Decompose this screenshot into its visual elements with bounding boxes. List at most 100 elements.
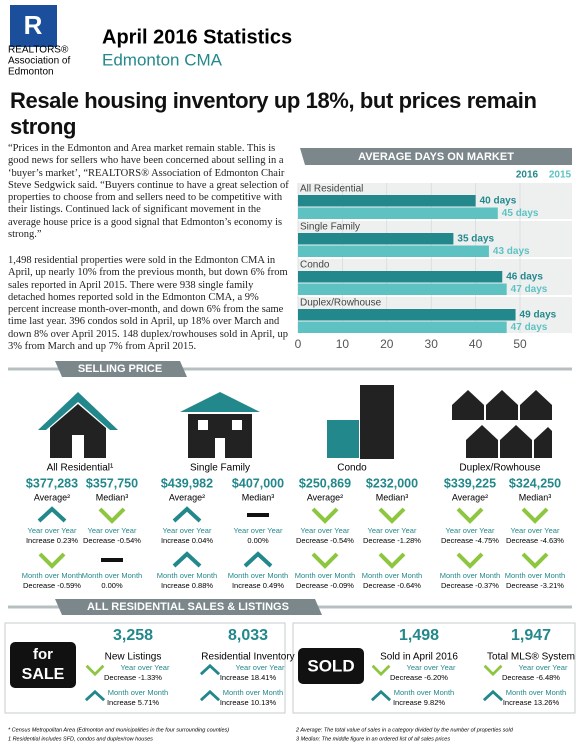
change-label: Month over Month <box>505 571 565 580</box>
change-label: Month over Month <box>223 688 283 697</box>
price-label: Median³ <box>96 492 129 502</box>
down-icon <box>521 552 549 569</box>
stat-label: New Listings <box>105 652 162 663</box>
up-icon <box>37 506 67 523</box>
change-label: Year over Year <box>236 663 285 672</box>
category-label: Single Family <box>300 222 360 233</box>
value-label: 47 days <box>511 322 548 333</box>
up-icon <box>199 689 221 702</box>
change: Decrease -0.37% <box>441 581 499 590</box>
headline: Resale housing inventory up 18%, but pri… <box>10 88 537 139</box>
up-icon <box>172 506 202 523</box>
change: Decrease -1.28% <box>363 536 421 545</box>
subtitle: Edmonton CMA <box>102 50 223 69</box>
banner <box>300 148 572 165</box>
house-icon <box>38 392 118 458</box>
down-icon <box>483 664 503 677</box>
footnote: * Census Metropolitan Area (Edmonton and… <box>8 727 229 733</box>
down-icon <box>371 664 391 677</box>
chart-title: AVERAGE DAYS ON MARKET <box>358 151 514 163</box>
change-label: Year over Year <box>301 526 350 535</box>
change-label: Year over Year <box>407 663 456 672</box>
change: Decrease -0.09% <box>296 581 354 590</box>
change-label: Month over Month <box>295 571 355 580</box>
up-icon <box>482 689 504 702</box>
down-icon <box>38 552 66 569</box>
footnote: 3 Median: The middle figure in an ordere… <box>296 736 450 742</box>
down-icon <box>378 552 406 569</box>
footnote: 2 Average: The total value of sales in a… <box>295 727 514 733</box>
change-label: Month over Month <box>22 571 82 580</box>
panel <box>4 622 286 714</box>
sold-sign <box>298 648 364 684</box>
group-name: Condo <box>337 463 367 474</box>
price-label: Average² <box>307 492 343 502</box>
stat-label: Residential Inventory <box>201 652 294 663</box>
banner <box>55 361 187 377</box>
change: Decrease -6.20% <box>390 673 448 682</box>
change: Decrease -0.54% <box>296 536 354 545</box>
price: $250,869 <box>299 476 351 490</box>
change: Increase 9.82% <box>393 698 445 707</box>
up-icon <box>84 689 106 702</box>
change: Increase 13.26% <box>503 698 560 707</box>
group-name: Single Family <box>190 463 250 474</box>
logo-letter: R <box>24 10 43 40</box>
x-tick-label: 40 <box>469 337 483 351</box>
banner <box>55 599 322 615</box>
logo-mark <box>10 5 57 47</box>
bar <box>298 207 498 219</box>
change: Increase 0.49% <box>232 581 284 590</box>
footnote: 1 Residential includes SFD, condos and d… <box>8 736 153 742</box>
price: $407,000 <box>232 476 284 490</box>
change-label: Year over Year <box>446 526 495 535</box>
price: $339,225 <box>444 476 496 490</box>
rowhouse-icon <box>452 390 552 458</box>
value-label: 43 days <box>493 246 530 257</box>
down-icon <box>311 552 339 569</box>
change: Increase 5.71% <box>107 698 159 707</box>
change-label: Year over Year <box>28 526 77 535</box>
change-label: Month over Month <box>108 688 168 697</box>
logo-text: Association of <box>8 56 70 67</box>
panel <box>292 622 576 714</box>
sign-text: for <box>33 646 53 663</box>
logo-text: REALTORS® <box>8 45 69 56</box>
value-label: 40 days <box>480 196 517 207</box>
down-icon <box>378 507 406 524</box>
legend-entry: 2016 <box>516 170 539 181</box>
change-label: Year over Year <box>519 663 568 672</box>
price-label: Average² <box>34 492 70 502</box>
down-icon <box>456 552 484 569</box>
section-title: ALL RESIDENTIAL SALES & LISTINGS <box>87 601 289 613</box>
change: Decrease -4.63% <box>506 536 564 545</box>
section-title: SELLING PRICE <box>78 363 162 375</box>
price: $357,750 <box>86 476 138 490</box>
sign-text: SOLD <box>307 656 354 675</box>
change-label: Year over Year <box>368 526 417 535</box>
group-name: Duplex/Rowhouse <box>459 463 541 474</box>
change-label: Month over Month <box>362 571 422 580</box>
stat-value: 1,947 <box>511 627 551 644</box>
change: Decrease -0.59% <box>23 581 81 590</box>
change-label: Month over Month <box>440 571 500 580</box>
value-label: 46 days <box>506 272 543 283</box>
title: April 2016 Statistics <box>102 26 292 48</box>
price-label: Average² <box>452 492 488 502</box>
change: Increase 0.88% <box>161 581 213 590</box>
change-label: Month over Month <box>157 571 217 580</box>
category-label: All Residential <box>300 184 363 195</box>
change: Decrease -1.33% <box>104 673 162 682</box>
change-label: Year over Year <box>234 526 283 535</box>
price-label: Average² <box>169 492 205 502</box>
price-label: Median³ <box>242 492 275 502</box>
change-label: Year over Year <box>121 663 170 672</box>
value-label: 49 days <box>520 310 557 321</box>
up-icon <box>199 663 221 676</box>
change: Increase 0.23% <box>26 536 78 545</box>
price-label: Median³ <box>519 492 552 502</box>
change: Decrease -0.54% <box>83 536 141 545</box>
bar <box>298 283 507 295</box>
change: Increase 18.41% <box>220 673 277 682</box>
